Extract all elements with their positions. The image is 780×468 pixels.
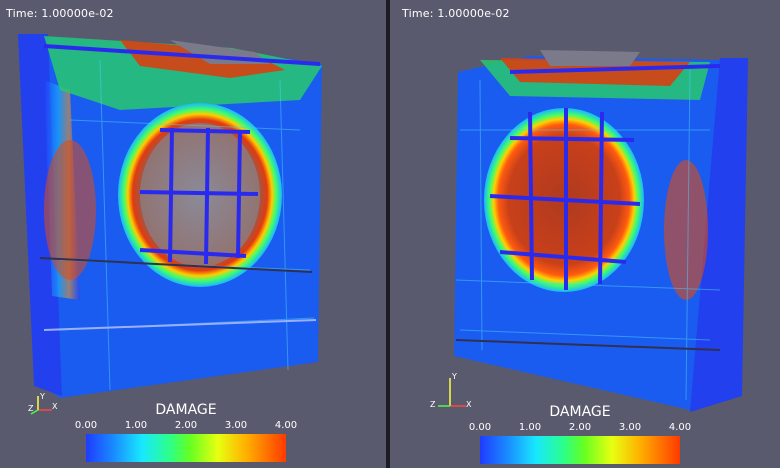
damage-render-left: [18, 34, 322, 398]
colorbar-tick: 1.00: [518, 422, 542, 433]
axes-triad: X Y Z: [430, 372, 474, 416]
colorbar-tick: 2.00: [568, 422, 592, 433]
y-axis-label: Y: [40, 392, 45, 401]
colorbar-title: DAMAGE: [155, 402, 217, 418]
colorbar-tick: 0.00: [468, 422, 492, 433]
colorbar: DAMAGE 0.00 1.00 2.00 3.00 4.00: [75, 402, 297, 464]
viewport-divider[interactable]: [386, 0, 390, 468]
colorbar-tick: 4.00: [668, 422, 692, 433]
time-label: Time: 1.00000e-02: [6, 7, 114, 20]
z-axis-label: Z: [430, 400, 436, 409]
x-axis-label: X: [466, 400, 472, 409]
colorbar-tick: 2.00: [174, 420, 198, 431]
colorbar-gradient: [480, 436, 680, 464]
colorbar-tick: 1.00: [124, 420, 148, 431]
colorbar-tick: 3.00: [224, 420, 248, 431]
colorbar: DAMAGE 0.00 1.00 2.00 3.00 4.00: [469, 404, 691, 464]
damage-render-right: [454, 50, 748, 412]
block-right-face: [690, 58, 748, 412]
axes-triad: X Y Z: [28, 392, 68, 420]
colorbar-tick: 3.00: [618, 422, 642, 433]
right-viewport[interactable]: Time: 1.00000e-02: [390, 0, 780, 468]
colorbar-tick: 0.00: [74, 420, 98, 431]
z-axis-label: Z: [28, 404, 34, 413]
colorbar-gradient: [86, 434, 286, 462]
left-viewport[interactable]: Time: 1.00000e-02: [0, 0, 386, 468]
rebar-mesh: [489, 64, 721, 290]
time-label: Time: 1.00000e-02: [402, 7, 510, 20]
rebar-mesh: [43, 44, 321, 265]
x-axis-label: X: [52, 402, 58, 411]
colorbar-title: DAMAGE: [549, 404, 611, 420]
y-axis-label: Y: [452, 372, 457, 381]
colorbar-tick: 4.00: [274, 420, 298, 431]
